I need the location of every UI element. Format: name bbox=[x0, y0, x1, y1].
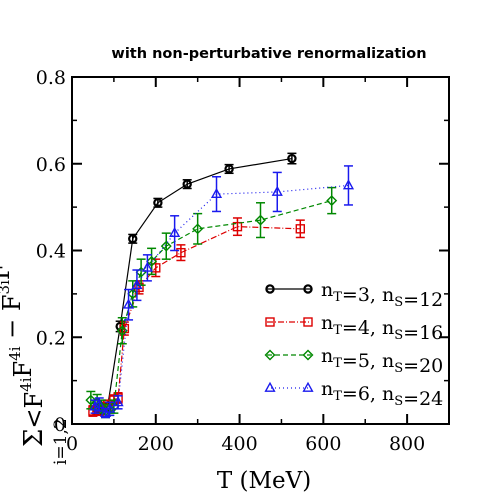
chart-title: with non-perturbative renormalization bbox=[111, 46, 426, 62]
data-point bbox=[89, 400, 101, 411]
data-point bbox=[104, 402, 116, 413]
data-point bbox=[295, 224, 305, 234]
plot-area bbox=[85, 152, 355, 419]
legend-entry-2: nT=4, nS=16 bbox=[265, 312, 443, 344]
legend-label: nT=5, nS=20 bbox=[321, 345, 443, 377]
series-1 bbox=[92, 152, 297, 415]
error-bar bbox=[212, 176, 222, 213]
legend-entry-1: nT=3, nS=12 bbox=[265, 279, 443, 311]
legend-marker bbox=[303, 284, 313, 294]
error-bar bbox=[272, 171, 282, 213]
data-point bbox=[146, 255, 158, 267]
legend-label: nT=6, nS=24 bbox=[321, 378, 443, 410]
y-axis-label-text: Σ<F4iF4i − F3iF3i>/2/T4i=1,2 bbox=[0, 172, 71, 465]
error-bar bbox=[161, 232, 171, 260]
x-axis-label: T (MeV) bbox=[217, 468, 311, 494]
error-bar bbox=[176, 244, 186, 262]
data-point bbox=[210, 187, 223, 199]
data-point bbox=[116, 325, 128, 337]
data-point bbox=[131, 278, 143, 290]
data-point bbox=[176, 247, 186, 258]
series-4 bbox=[89, 165, 355, 419]
error-bar bbox=[256, 202, 265, 239]
data-point bbox=[224, 164, 234, 174]
y-tick-label: 0.8 bbox=[36, 67, 66, 89]
legend-marker bbox=[265, 284, 275, 294]
data-point bbox=[192, 223, 204, 235]
y-tick-label: 0.2 bbox=[36, 327, 66, 349]
legend-marker bbox=[264, 381, 276, 392]
legend-entry-4: nT=6, nS=24 bbox=[264, 378, 443, 410]
legend-marker bbox=[302, 349, 314, 361]
y-tick-label: 0.6 bbox=[36, 154, 66, 176]
data-point bbox=[271, 185, 283, 196]
data-point bbox=[85, 394, 97, 406]
y-axis-label-main: Σ<F4iF4i − F3iF3i>/2/T4 bbox=[0, 172, 49, 447]
series-3-line bbox=[90, 200, 332, 412]
error-bar bbox=[295, 219, 305, 239]
data-point bbox=[93, 398, 105, 409]
error-bar bbox=[136, 258, 146, 286]
data-point bbox=[141, 261, 153, 272]
series-4-line bbox=[94, 184, 349, 415]
data-point bbox=[128, 234, 138, 244]
legend-marker bbox=[303, 317, 313, 327]
x-tick-label: 400 bbox=[221, 433, 257, 455]
x-tick-label: 200 bbox=[138, 433, 174, 455]
error-bar bbox=[327, 186, 337, 215]
error-bar bbox=[193, 212, 203, 245]
error-bar bbox=[343, 165, 353, 206]
error-bar bbox=[124, 288, 134, 321]
data-point bbox=[342, 179, 355, 190]
error-bar bbox=[132, 269, 142, 302]
data-point bbox=[326, 195, 338, 207]
legend-marker bbox=[265, 317, 275, 327]
error-bar bbox=[170, 215, 180, 252]
data-point bbox=[255, 214, 266, 226]
error-bar bbox=[117, 316, 127, 345]
data-point bbox=[127, 288, 139, 300]
data-point bbox=[182, 179, 192, 189]
axes: 0 200 400 600 800 0 0.2 0.4 0.6 0.8 bbox=[36, 67, 450, 455]
y-axis-label-subscript: i=1,2 bbox=[51, 418, 71, 465]
data-point bbox=[232, 221, 243, 232]
series-1-line bbox=[97, 157, 293, 410]
data-point bbox=[122, 298, 135, 309]
data-point bbox=[169, 226, 181, 238]
x-tick-label: 600 bbox=[305, 433, 341, 455]
legend-label: nT=4, nS=16 bbox=[321, 312, 443, 344]
data-point bbox=[287, 153, 297, 164]
error-bar bbox=[142, 254, 152, 282]
legend-label: nT=3, nS=12 bbox=[321, 279, 443, 311]
x-tick-label: 0 bbox=[66, 433, 78, 455]
data-point bbox=[160, 240, 172, 252]
y-tick-label: 0.4 bbox=[36, 241, 66, 263]
y-axis-label: Σ<F4iF4i − F3iF3i>/2/T4i=1,2 bbox=[0, 172, 71, 465]
data-point bbox=[112, 396, 124, 407]
data-point bbox=[153, 198, 163, 208]
error-bar bbox=[232, 217, 242, 237]
y-tick-label: 0 bbox=[54, 414, 66, 436]
legend-entry-3: nT=5, nS=20 bbox=[264, 345, 443, 377]
x-tick-label: 800 bbox=[389, 433, 425, 455]
legend-marker bbox=[302, 381, 314, 392]
legend-marker bbox=[264, 349, 276, 361]
